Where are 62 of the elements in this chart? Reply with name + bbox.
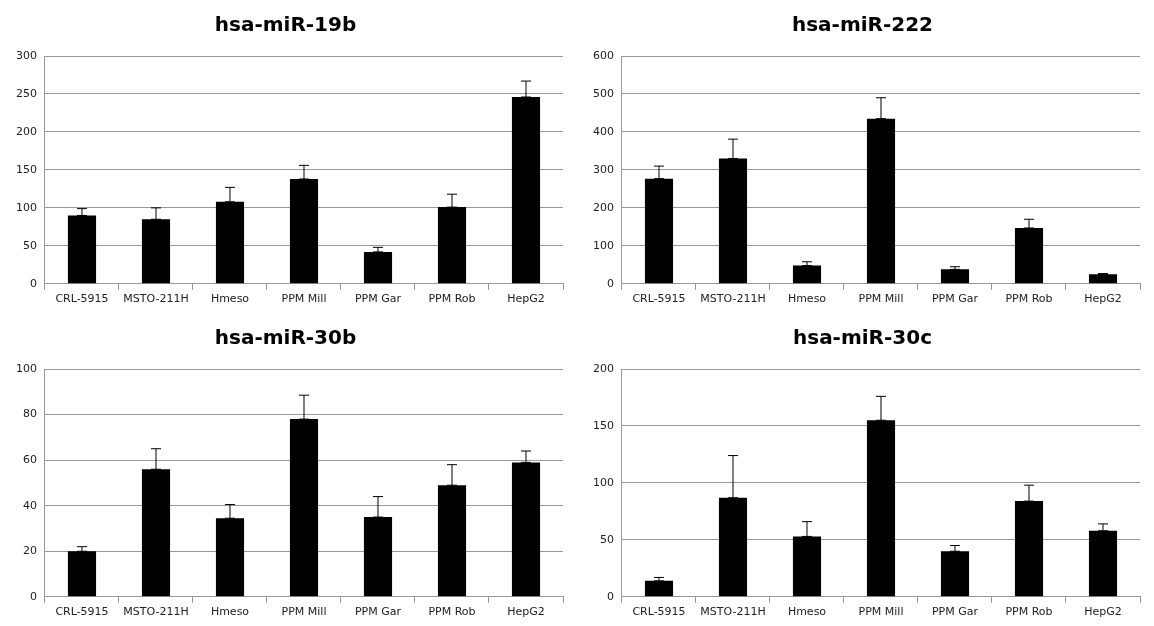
x-tick-label: MSTO-211H [700, 605, 766, 619]
x-tick-label: MSTO-211H [700, 292, 766, 306]
y-tick-label: 20 [23, 544, 37, 558]
y-tick-label: 150 [593, 418, 614, 432]
y-tick-label: 0 [30, 589, 37, 603]
bar [940, 269, 970, 284]
y-tick-label: 0 [30, 276, 37, 290]
y-tick-label: 600 [593, 48, 614, 62]
chart-title: hsa-miR-30c [792, 325, 933, 350]
y-tick-label: 250 [16, 86, 37, 100]
x-tick-label: PPM Rob [428, 605, 476, 619]
x-tick-label: CRL-5915 [55, 605, 109, 619]
y-tick-label: 100 [16, 200, 37, 214]
x-tick-label: Hmeso [210, 605, 250, 619]
bar [792, 265, 822, 284]
chart-title: hsa-miR-30b [214, 325, 357, 350]
x-tick-label: PPM Mill [858, 605, 904, 619]
x-tick-label: PPM Gar [354, 605, 402, 619]
y-tick-label: 150 [16, 162, 37, 176]
y-tick-label: 50 [600, 532, 614, 546]
y-tick-label: 100 [16, 361, 37, 375]
bar [1088, 274, 1118, 284]
x-tick-label: Hmeso [787, 605, 827, 619]
y-tick-label: 400 [593, 124, 614, 138]
x-tick-label: PPM Mill [281, 605, 327, 619]
bar [644, 580, 674, 597]
y-tick-label: 300 [16, 48, 37, 62]
y-tick-label: 40 [23, 498, 37, 512]
y-tick-label: 200 [16, 124, 37, 138]
bar [363, 251, 393, 284]
chart-title: hsa-miR-222 [791, 12, 934, 37]
x-tick-label: MSTO-211H [123, 292, 189, 306]
x-tick-label: HepG2 [507, 605, 545, 619]
x-tick-label: HepG2 [1084, 605, 1122, 619]
x-tick-label: PPM Mill [281, 292, 327, 306]
x-tick-label: CRL-5915 [632, 292, 686, 306]
x-tick-label: PPM Rob [1005, 605, 1053, 619]
x-tick-label: Hmeso [787, 292, 827, 306]
x-tick-label: PPM Gar [354, 292, 402, 306]
y-tick-label: 200 [593, 200, 614, 214]
y-tick-label: 80 [23, 407, 37, 421]
x-tick-label: PPM Rob [428, 292, 476, 306]
x-tick-label: PPM Mill [858, 292, 904, 306]
x-tick-label: Hmeso [210, 292, 250, 306]
x-tick-label: CRL-5915 [55, 292, 109, 306]
x-tick-label: HepG2 [1084, 292, 1122, 306]
x-tick-label: HepG2 [507, 292, 545, 306]
y-tick-label: 500 [593, 86, 614, 100]
x-tick-label: MSTO-211H [123, 605, 189, 619]
y-tick-label: 0 [607, 589, 614, 603]
y-tick-label: 0 [607, 276, 614, 290]
y-tick-label: 300 [593, 162, 614, 176]
y-tick-label: 50 [23, 238, 37, 252]
x-tick-label: CRL-5915 [632, 605, 686, 619]
y-tick-label: 200 [593, 361, 614, 375]
chart-title: hsa-miR-19b [214, 12, 357, 37]
y-tick-label: 100 [593, 475, 614, 489]
y-tick-label: 60 [23, 452, 37, 466]
x-tick-label: PPM Gar [931, 292, 979, 306]
y-tick-label: 100 [593, 238, 614, 252]
x-tick-label: PPM Gar [931, 605, 979, 619]
x-tick-label: PPM Rob [1005, 292, 1053, 306]
